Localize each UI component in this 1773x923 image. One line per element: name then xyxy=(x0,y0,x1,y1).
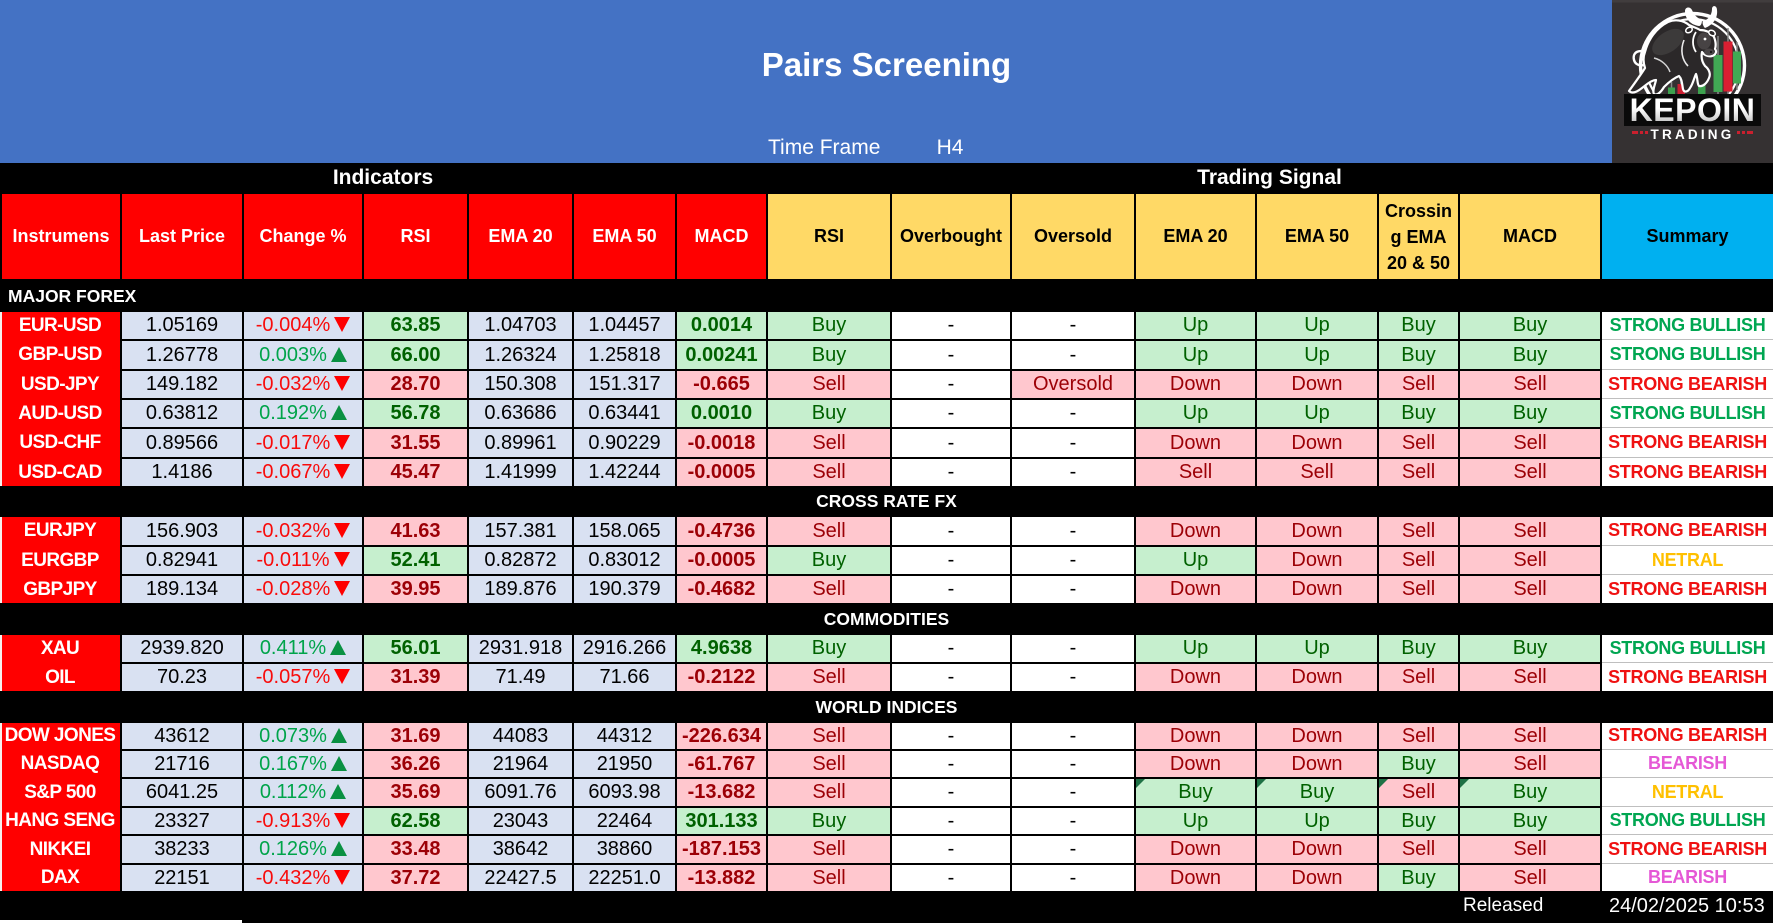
svg-text:TRADING: TRADING xyxy=(1651,127,1735,142)
svg-text:KEPOIN: KEPOIN xyxy=(1630,92,1756,128)
